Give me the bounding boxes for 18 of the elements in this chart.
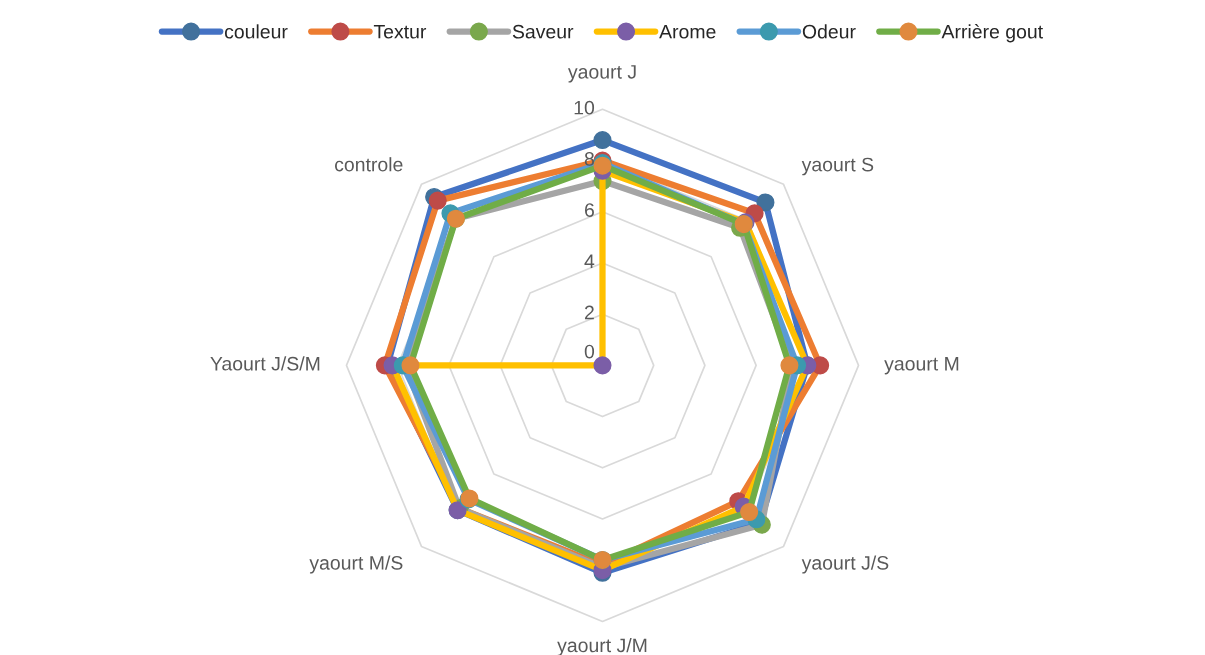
legend-label: couleur	[224, 24, 288, 39]
spoke-label: yaourt M/S	[309, 555, 403, 574]
spoke-label: yaourt S	[801, 157, 874, 176]
y-tick-label: 10	[574, 100, 595, 115]
spoke-label: yaourt J/S	[801, 555, 889, 574]
legend-label: Arome	[659, 24, 716, 39]
spoke-label: Yaourt J/S/M	[210, 356, 320, 371]
y-tick-label: 0	[584, 344, 595, 359]
legend-label: Arrière gout	[941, 24, 1043, 43]
y-tick-label: 2	[584, 305, 594, 320]
y-tick-label: 6	[584, 203, 594, 217]
legend-label: Textur	[373, 24, 427, 39]
legend-label: Saveur	[512, 24, 574, 39]
spoke-label: yaourt J	[567, 65, 636, 83]
spoke-label: yaourt M	[884, 357, 959, 375]
spoke-label: controle	[335, 157, 403, 172]
legend-label: Odeur	[802, 24, 856, 39]
y-tick-label: 4	[584, 254, 595, 268]
